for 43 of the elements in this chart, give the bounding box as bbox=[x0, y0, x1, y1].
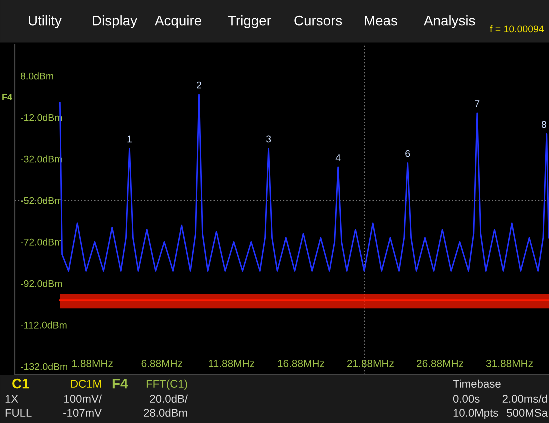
text: 500MSa bbox=[507, 409, 548, 417]
x-tick-label: 11.88MHz bbox=[209, 360, 254, 368]
annotation: 7 bbox=[475, 100, 480, 108]
x-tick-label: 26.88MHz bbox=[417, 360, 464, 368]
text: f = 10.00094 bbox=[490, 25, 544, 33]
text: Acquire bbox=[155, 16, 202, 28]
text: 10.0Mpts bbox=[454, 409, 498, 420]
y-tick-label: 8.0dBm bbox=[20, 72, 54, 80]
text: F4 bbox=[112, 379, 128, 389]
text: 2.00ms/d bbox=[502, 394, 548, 403]
x-tick-label: 31.88MHz bbox=[486, 360, 534, 368]
text: -107mV bbox=[64, 409, 102, 417]
x-tick-label: 21.88MHz bbox=[348, 360, 394, 368]
y-tick-label: -112.0dBm bbox=[20, 322, 67, 329]
y-tick-label: -72.0dBm bbox=[20, 238, 62, 246]
text: Display bbox=[93, 16, 138, 28]
annotation: 2 bbox=[197, 82, 202, 89]
text: Trigger bbox=[228, 16, 272, 28]
text: 20.0dB/ bbox=[150, 394, 188, 403]
x-tick-label: 1.88MHz bbox=[72, 360, 113, 368]
text: DC1M bbox=[71, 380, 102, 388]
text: 1X bbox=[6, 395, 18, 403]
text: FULL bbox=[6, 409, 32, 417]
annotation: 3 bbox=[266, 136, 272, 143]
annotation: 4 bbox=[336, 154, 341, 162]
text: Utility bbox=[29, 16, 62, 28]
text: 28.0dBm bbox=[144, 408, 188, 417]
text: Meas bbox=[365, 16, 398, 26]
text: C1 bbox=[12, 378, 30, 389]
text: FFT(C1) bbox=[146, 380, 188, 390]
annotation: 8 bbox=[542, 121, 546, 128]
annotation: 1 bbox=[128, 136, 132, 143]
x-tick-label: 6.88MHz bbox=[142, 360, 182, 368]
text: F4 bbox=[2, 94, 12, 100]
text: Analysis bbox=[424, 16, 476, 28]
x-tick-label: 16.88MHz bbox=[278, 360, 324, 368]
y-tick-label: -132.0dBm bbox=[20, 363, 68, 370]
text: Timebase bbox=[453, 380, 501, 388]
y-tick-label: -92.0dBm bbox=[20, 280, 62, 288]
text: Cursors bbox=[294, 16, 342, 26]
annotation: 6 bbox=[406, 150, 410, 158]
text: 100mV/ bbox=[64, 394, 102, 403]
text: 0.00s bbox=[453, 395, 480, 403]
